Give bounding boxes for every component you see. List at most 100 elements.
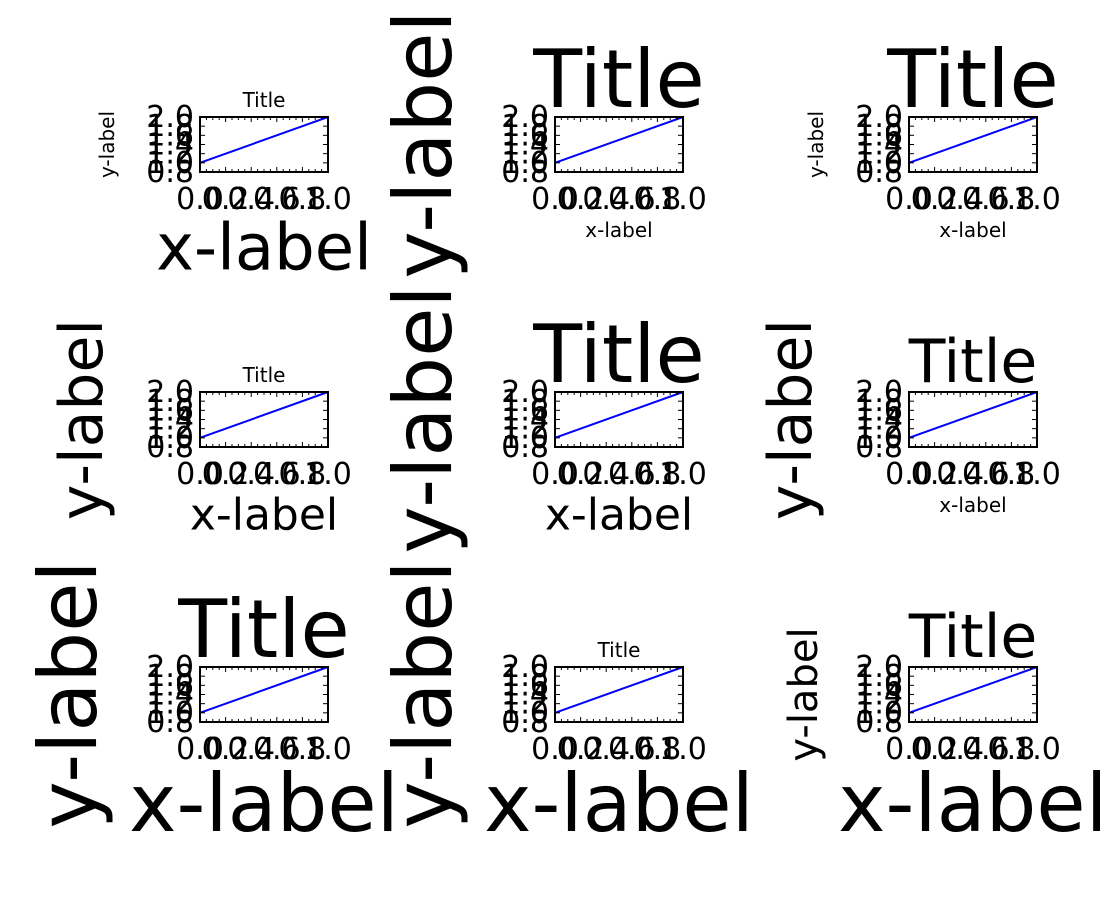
series-line xyxy=(554,116,684,164)
x-tick-label: 0.6 xyxy=(608,182,656,217)
x-axis-label: x-label xyxy=(838,757,1100,850)
axes-frame xyxy=(908,666,1038,723)
y-tick-label: 1.6 xyxy=(501,668,549,703)
y-tick-label: 2.0 xyxy=(501,100,549,135)
subplot-5: 0.00.20.40.60.81.00.81.01.21.41.61.82.0T… xyxy=(377,285,707,553)
x-tick-label: 0.0 xyxy=(885,457,933,492)
y-axis-label: y-label xyxy=(781,627,827,761)
series-line xyxy=(908,666,1038,714)
y-tick-label: 1.6 xyxy=(501,393,549,428)
x-tick-label: 1.0 xyxy=(304,182,352,217)
x-axis-label: x-label xyxy=(129,757,399,850)
y-tick-label: 1.8 xyxy=(146,384,194,419)
x-tick-label: 0.2 xyxy=(557,182,605,217)
x-tick-label: 0.8 xyxy=(279,732,327,767)
x-tick-label: 0.6 xyxy=(962,732,1010,767)
x-tick-label: 1.0 xyxy=(304,457,352,492)
x-tick-label: 1.0 xyxy=(1013,182,1061,217)
y-tick-label: 0.8 xyxy=(855,430,903,465)
y-tick-label: 1.8 xyxy=(501,384,549,419)
y-tick-label: 1.0 xyxy=(855,421,903,456)
y-tick-label: 0.8 xyxy=(501,430,549,465)
y-tick-label: 1.2 xyxy=(501,412,549,447)
axes-frame xyxy=(554,116,684,173)
x-tick-label: 0.2 xyxy=(202,457,250,492)
series-line xyxy=(554,391,684,439)
y-axis-label: y-label xyxy=(804,111,828,178)
x-tick-label: 0.4 xyxy=(227,182,275,217)
x-tick-label: 0.6 xyxy=(608,457,656,492)
x-tick-label: 0.0 xyxy=(531,457,579,492)
series-line xyxy=(908,391,1038,439)
x-tick-label: 0.0 xyxy=(531,732,579,767)
x-tick-label: 0.8 xyxy=(634,457,682,492)
y-tick-label: 1.4 xyxy=(855,128,903,163)
x-tick-label: 0.2 xyxy=(557,457,605,492)
x-tick-label: 0.2 xyxy=(911,182,959,217)
y-axis-label: y-label xyxy=(22,560,115,828)
y-tick-label: 0.8 xyxy=(501,155,549,190)
y-axis-label: y-label xyxy=(377,10,470,278)
x-tick-label: 0.0 xyxy=(885,182,933,217)
y-tick-label: 0.8 xyxy=(501,705,549,740)
y-tick-label: 2.0 xyxy=(501,650,549,685)
y-tick-label: 2.0 xyxy=(146,650,194,685)
x-tick-label: 0.8 xyxy=(279,457,327,492)
x-axis-label: x-label xyxy=(939,493,1006,517)
x-tick-label: 0.0 xyxy=(531,182,579,217)
y-tick-label: 1.8 xyxy=(855,659,903,694)
chart-title: Title xyxy=(242,363,286,387)
y-tick-label: 1.8 xyxy=(855,384,903,419)
y-tick-label: 2.0 xyxy=(146,375,194,410)
x-axis-label: x-label xyxy=(939,218,1006,242)
y-axis-label: y-label xyxy=(95,111,119,178)
y-tick-label: 0.8 xyxy=(855,705,903,740)
y-tick-label: 1.2 xyxy=(146,137,194,172)
x-tick-label: 0.4 xyxy=(582,182,630,217)
series-line xyxy=(554,666,684,714)
y-tick-label: 1.4 xyxy=(855,403,903,438)
x-tick-label: 0.2 xyxy=(202,182,250,217)
y-tick-label: 1.8 xyxy=(146,109,194,144)
y-tick-label: 2.0 xyxy=(501,375,549,410)
x-tick-label: 0.6 xyxy=(253,457,301,492)
y-tick-label: 1.8 xyxy=(146,659,194,694)
y-axis-label: y-label xyxy=(377,560,470,828)
x-axis-label: x-label xyxy=(585,218,652,242)
x-tick-label: 1.0 xyxy=(659,732,707,767)
x-tick-label: 0.2 xyxy=(911,732,959,767)
x-tick-label: 0.4 xyxy=(582,732,630,767)
y-tick-label: 1.6 xyxy=(501,118,549,153)
y-tick-label: 1.2 xyxy=(855,137,903,172)
x-tick-label: 0.4 xyxy=(582,457,630,492)
x-tick-label: 0.4 xyxy=(227,732,275,767)
subplot-6: 0.00.20.40.60.81.00.81.01.21.41.61.82.0 T… xyxy=(756,319,1061,520)
y-tick-label: 1.8 xyxy=(501,109,549,144)
y-tick-label: 2.0 xyxy=(146,100,194,135)
axes-frame xyxy=(908,391,1038,448)
x-tick-label: 1.0 xyxy=(659,457,707,492)
axes-frame xyxy=(554,391,684,448)
subplot-9: 0.00.20.40.60.81.00.81.01.21.41.61.82.0 T… xyxy=(781,602,1100,850)
y-tick-label: 0.8 xyxy=(146,705,194,740)
subplot-2: 0.00.20.40.60.81.00.81.01.21.41.61.82.0T… xyxy=(377,10,707,278)
x-tick-label: 0.6 xyxy=(962,457,1010,492)
x-tick-label: 1.0 xyxy=(1013,732,1061,767)
axes-frame xyxy=(199,116,329,173)
x-tick-label: 0.6 xyxy=(253,732,301,767)
y-tick-label: 1.6 xyxy=(855,393,903,428)
y-tick-label: 1.6 xyxy=(855,118,903,153)
y-tick-label: 1.2 xyxy=(855,687,903,722)
axes-frame xyxy=(199,666,329,723)
subplot-1: 0.00.20.40.60.81.00.81.01.21.41.61.82.0 T… xyxy=(95,88,372,285)
y-tick-label: 1.0 xyxy=(855,146,903,181)
y-tick-label: 1.0 xyxy=(501,696,549,731)
x-tick-label: 1.0 xyxy=(304,732,352,767)
x-tick-label: 0.0 xyxy=(885,732,933,767)
y-tick-label: 1.2 xyxy=(501,137,549,172)
y-tick-label: 0.8 xyxy=(146,430,194,465)
y-tick-label: 0.8 xyxy=(855,155,903,190)
axes-frame xyxy=(908,116,1038,173)
